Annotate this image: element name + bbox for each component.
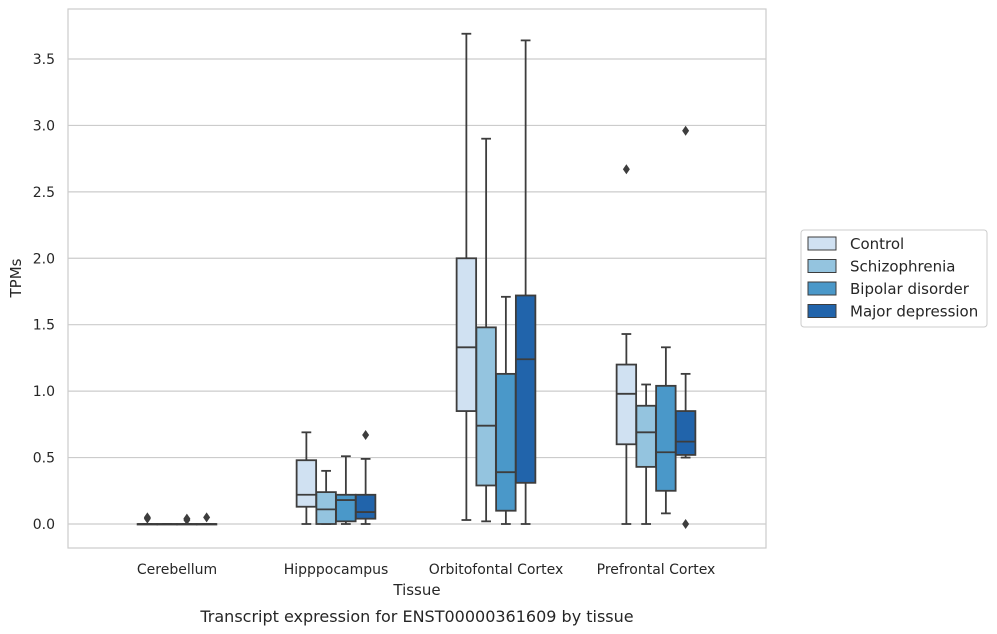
box xyxy=(655,384,677,492)
legend-frame xyxy=(800,229,988,328)
legend-swatch xyxy=(807,304,837,318)
box-group xyxy=(674,125,697,529)
box-group xyxy=(136,512,159,526)
outlier-marker xyxy=(622,164,630,175)
y-axis-label: TPMs xyxy=(7,258,25,298)
box-group xyxy=(195,512,218,526)
legend-label: Bipolar disorder xyxy=(850,280,970,298)
box-group xyxy=(176,513,198,526)
y-tick-labels: 0.0 0.5 1.0 1.5 2.0 2.5 3.0 3.5 xyxy=(33,52,55,533)
legend-swatch xyxy=(807,281,837,296)
y-tick-label: 0.0 xyxy=(33,517,55,533)
y-tick-label: 3.5 xyxy=(33,52,55,68)
legend-swatch xyxy=(807,259,837,273)
box xyxy=(514,294,537,484)
outlier-marker xyxy=(362,429,370,440)
box-plot-series xyxy=(136,32,697,529)
x-axis-label: Tissue xyxy=(392,581,440,599)
box xyxy=(315,491,337,525)
chart-caption: Transcript expression for ENST0000036160… xyxy=(199,607,633,626)
box-group xyxy=(615,164,638,525)
y-tick-label: 2.5 xyxy=(33,185,55,201)
box-group xyxy=(475,137,497,523)
box-group xyxy=(335,455,357,525)
y-tick-label: 1.0 xyxy=(33,384,55,400)
y-tick-label: 2.0 xyxy=(33,251,55,267)
box-group xyxy=(635,383,657,525)
box xyxy=(354,493,377,520)
legend-label: Major depression xyxy=(850,303,978,321)
box xyxy=(295,459,318,508)
outlier-marker xyxy=(682,125,690,136)
box-group xyxy=(295,431,318,525)
box xyxy=(335,493,357,523)
outlier-marker xyxy=(143,513,151,524)
box-group xyxy=(455,32,478,521)
outlier-marker xyxy=(682,519,690,529)
x-tick-label: Cerebellum xyxy=(137,562,217,578)
plot-frame xyxy=(67,8,767,549)
x-tick-labels: Cerebellum Hipppocampus Orbitofontal Corte… xyxy=(137,562,715,578)
legend-label: Control xyxy=(850,235,904,253)
box-group xyxy=(354,429,377,525)
box xyxy=(455,257,478,412)
box-group xyxy=(495,295,517,525)
box-group xyxy=(514,39,537,525)
x-tick-label: Hipppocampus xyxy=(284,562,389,578)
y-tick-label: 0.5 xyxy=(33,451,55,467)
box xyxy=(495,372,517,512)
box xyxy=(674,410,697,456)
box-group xyxy=(315,469,337,525)
y-tick-label: 1.5 xyxy=(33,318,55,334)
box-group xyxy=(156,523,178,526)
box xyxy=(615,363,638,446)
box xyxy=(475,326,497,487)
box xyxy=(635,404,657,468)
x-tick-label: Prefrontal Cortex xyxy=(597,562,716,578)
legend: Control Schizophrenia Bipolar disorder Majo… xyxy=(800,229,988,328)
grid-lines xyxy=(68,58,766,525)
legend-swatch xyxy=(807,236,837,251)
x-tick-label: Orbitofontal Cortex xyxy=(429,562,564,578)
outlier-marker xyxy=(203,512,211,523)
outlier-marker xyxy=(183,515,191,526)
legend-label: Schizophrenia xyxy=(850,258,955,276)
y-tick-label: 3.0 xyxy=(33,118,55,134)
box-group xyxy=(655,346,677,515)
